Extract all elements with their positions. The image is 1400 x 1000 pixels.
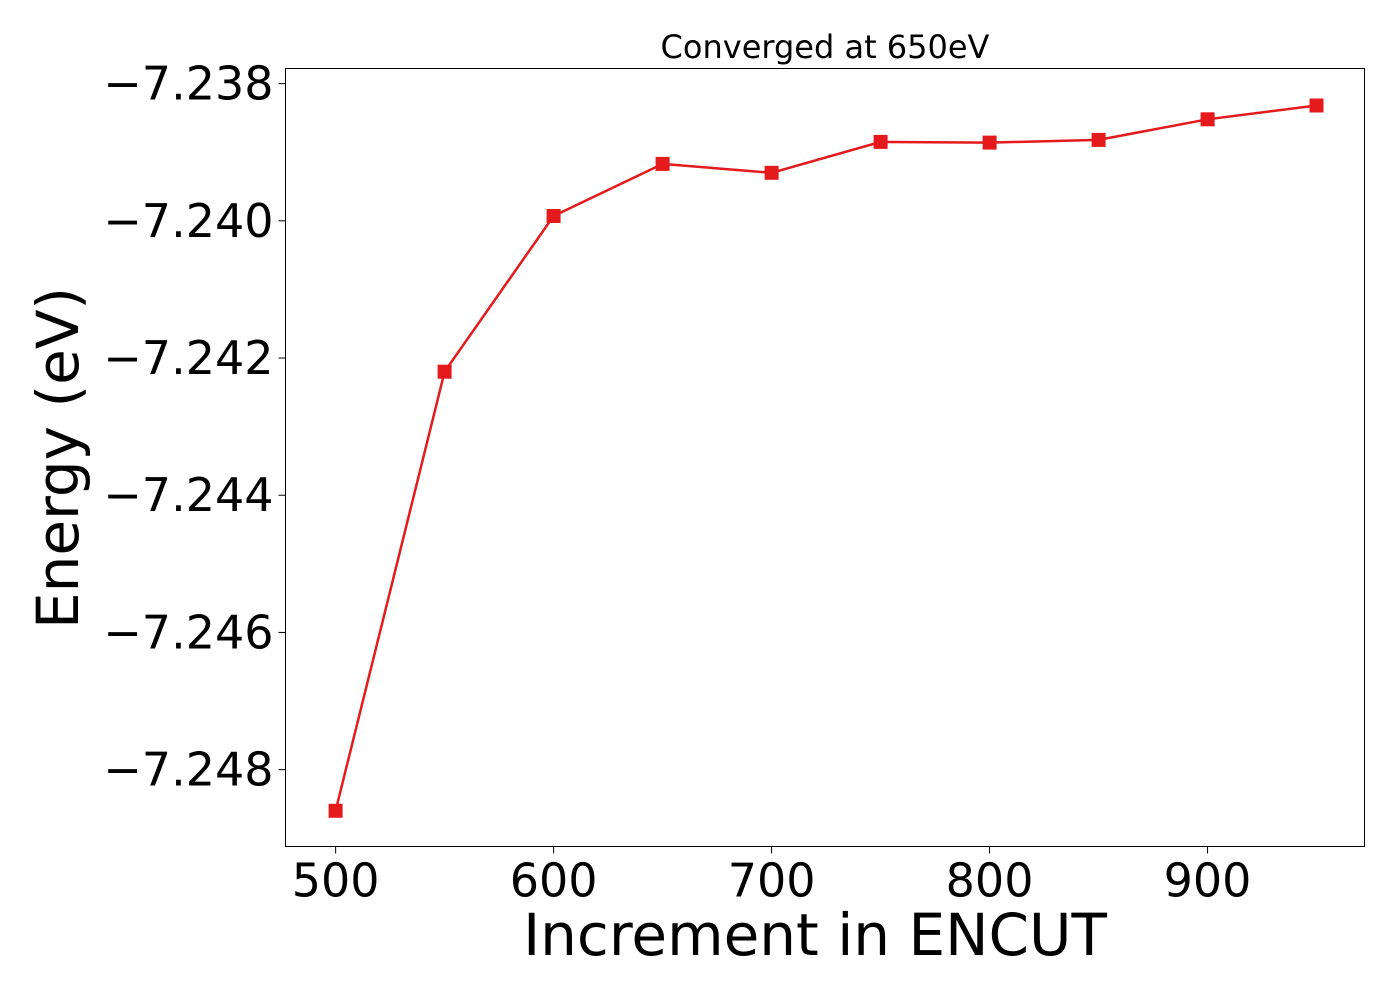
data-point-marker	[873, 134, 888, 149]
data-point-marker	[1091, 132, 1106, 147]
y-axis-label: Energy (eV)	[24, 287, 92, 629]
chart-title: Converged at 650eV	[661, 28, 990, 66]
data-point-marker	[1309, 98, 1324, 113]
x-axis-label: Increment in ENCUT	[523, 901, 1107, 969]
y-tick-label: −7.244	[103, 468, 273, 522]
y-tick-label: −7.248	[103, 743, 273, 797]
x-tick-label: 900	[1164, 854, 1252, 908]
x-tick-label: 700	[728, 854, 816, 908]
data-point-marker	[546, 209, 561, 223]
y-tick-label: −7.240	[103, 194, 273, 248]
data-point-marker	[655, 156, 670, 171]
data-point-marker	[1200, 112, 1215, 127]
plot-area-frame	[285, 68, 1365, 847]
data-point-marker	[437, 364, 452, 379]
x-tick-label: 600	[510, 854, 598, 908]
series-line	[334, 104, 1317, 812]
x-axis-ticks: 500 600 700 800 900	[292, 846, 1252, 908]
y-tick-label: −7.242	[103, 331, 273, 385]
y-axis-ticks: −7.238 −7.240 −7.242 −7.244 −7.246 −7.248	[103, 57, 286, 797]
data-point-marker	[764, 165, 779, 180]
y-tick-label: −7.238	[103, 57, 273, 111]
y-tick-label: −7.246	[103, 605, 273, 659]
data-point-marker	[328, 803, 343, 818]
series-layer	[328, 98, 1324, 818]
data-point-marker	[982, 135, 997, 150]
x-tick-label: 800	[946, 854, 1034, 908]
x-tick-label: 500	[292, 854, 380, 908]
